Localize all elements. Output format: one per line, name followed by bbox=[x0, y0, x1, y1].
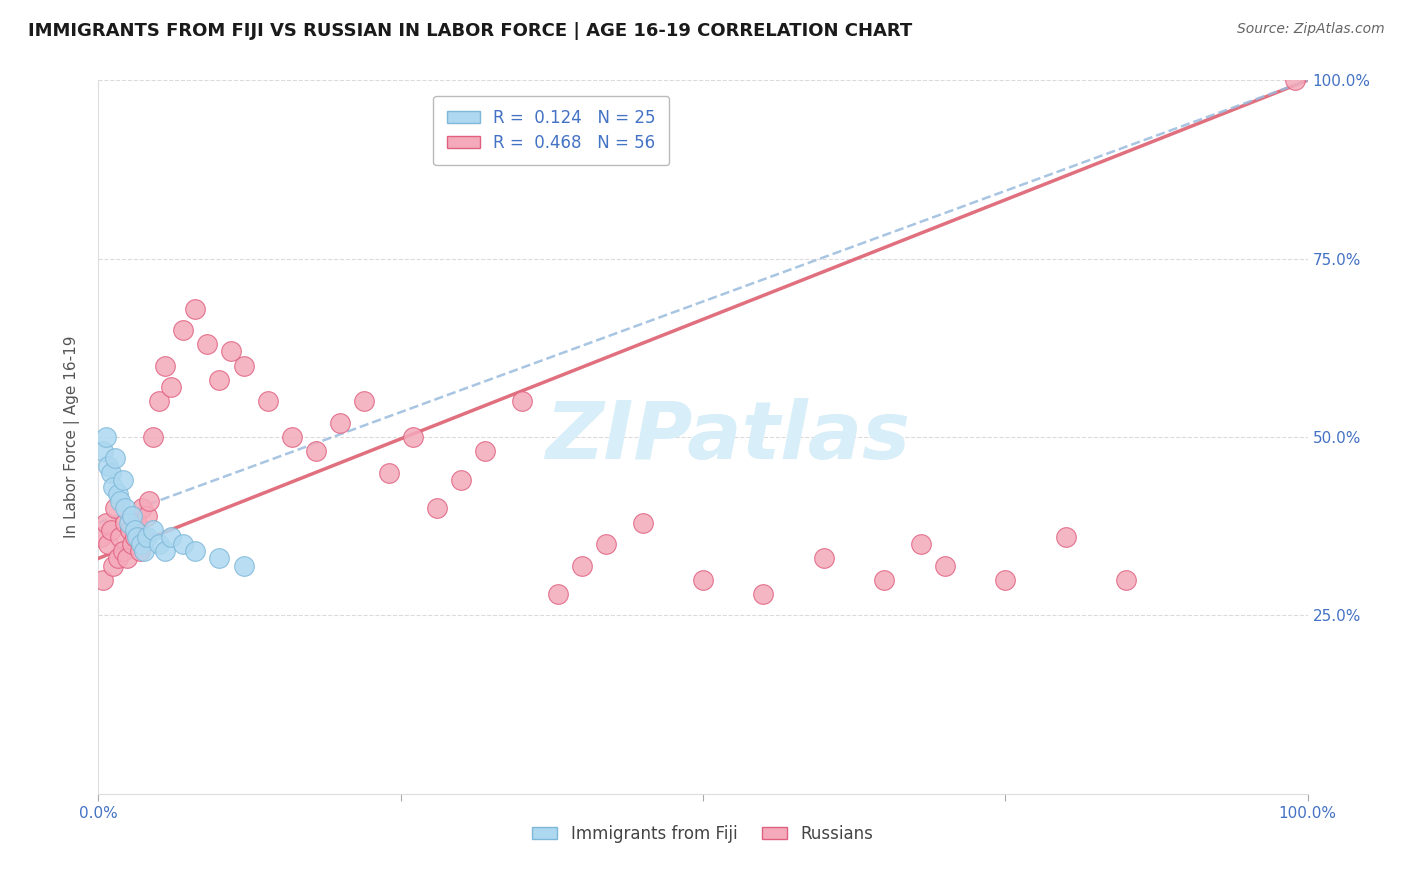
Point bbox=[129, 537, 152, 551]
Point bbox=[94, 430, 117, 444]
Point bbox=[377, 466, 399, 480]
Point bbox=[172, 537, 194, 551]
Point bbox=[160, 380, 183, 394]
Point bbox=[127, 516, 149, 530]
Point bbox=[114, 501, 136, 516]
Point bbox=[111, 544, 134, 558]
Point bbox=[148, 394, 170, 409]
Point bbox=[184, 301, 207, 316]
Point bbox=[221, 344, 243, 359]
Point bbox=[631, 516, 654, 530]
Point bbox=[108, 530, 131, 544]
Point bbox=[90, 530, 112, 544]
Point bbox=[510, 394, 533, 409]
Point bbox=[232, 558, 254, 573]
Point bbox=[148, 537, 170, 551]
Point bbox=[114, 516, 136, 530]
Point bbox=[195, 337, 218, 351]
Point bbox=[184, 544, 207, 558]
Point bbox=[208, 551, 231, 566]
Point bbox=[108, 494, 131, 508]
Point bbox=[450, 473, 472, 487]
Point bbox=[135, 530, 157, 544]
Point bbox=[100, 523, 122, 537]
Point bbox=[994, 573, 1017, 587]
Point bbox=[208, 373, 231, 387]
Point bbox=[402, 430, 425, 444]
Point bbox=[353, 394, 375, 409]
Text: ZIPatlas: ZIPatlas bbox=[544, 398, 910, 476]
Point bbox=[135, 508, 157, 523]
Point bbox=[91, 573, 114, 587]
Point bbox=[124, 523, 146, 537]
Point bbox=[910, 537, 932, 551]
Legend: Immigrants from Fiji, Russians: Immigrants from Fiji, Russians bbox=[526, 819, 880, 850]
Point bbox=[100, 466, 122, 480]
Point bbox=[104, 451, 127, 466]
Point bbox=[142, 430, 165, 444]
Text: IMMIGRANTS FROM FIJI VS RUSSIAN IN LABOR FORCE | AGE 16-19 CORRELATION CHART: IMMIGRANTS FROM FIJI VS RUSSIAN IN LABOR… bbox=[28, 22, 912, 40]
Point bbox=[117, 551, 139, 566]
Point bbox=[692, 573, 714, 587]
Point bbox=[547, 587, 569, 601]
Point bbox=[1054, 530, 1077, 544]
Point bbox=[142, 523, 165, 537]
Point bbox=[752, 587, 775, 601]
Point bbox=[138, 494, 160, 508]
Point bbox=[172, 323, 194, 337]
Point bbox=[153, 544, 176, 558]
Point bbox=[281, 430, 304, 444]
Point bbox=[256, 394, 278, 409]
Point bbox=[160, 530, 183, 544]
Point bbox=[232, 359, 254, 373]
Point bbox=[91, 444, 114, 458]
Point bbox=[104, 501, 127, 516]
Point bbox=[571, 558, 593, 573]
Point bbox=[127, 530, 149, 544]
Point bbox=[934, 558, 956, 573]
Point bbox=[118, 523, 141, 537]
Point bbox=[94, 516, 117, 530]
Point bbox=[118, 516, 141, 530]
Point bbox=[101, 480, 124, 494]
Point bbox=[97, 537, 120, 551]
Point bbox=[595, 537, 617, 551]
Point bbox=[813, 551, 835, 566]
Point bbox=[107, 551, 129, 566]
Point bbox=[1284, 73, 1306, 87]
Point bbox=[131, 501, 153, 516]
Point bbox=[121, 537, 143, 551]
Point bbox=[153, 359, 176, 373]
Point bbox=[101, 558, 124, 573]
Text: Source: ZipAtlas.com: Source: ZipAtlas.com bbox=[1237, 22, 1385, 37]
Point bbox=[107, 487, 129, 501]
Point bbox=[329, 416, 352, 430]
Point bbox=[1115, 573, 1137, 587]
Point bbox=[111, 473, 134, 487]
Point bbox=[474, 444, 496, 458]
Point bbox=[426, 501, 449, 516]
Point bbox=[97, 458, 120, 473]
Y-axis label: In Labor Force | Age 16-19: In Labor Force | Age 16-19 bbox=[63, 335, 80, 539]
Point bbox=[134, 544, 156, 558]
Point bbox=[124, 530, 146, 544]
Point bbox=[134, 530, 156, 544]
Point bbox=[305, 444, 328, 458]
Point bbox=[121, 508, 143, 523]
Point bbox=[873, 573, 896, 587]
Point bbox=[128, 544, 150, 558]
